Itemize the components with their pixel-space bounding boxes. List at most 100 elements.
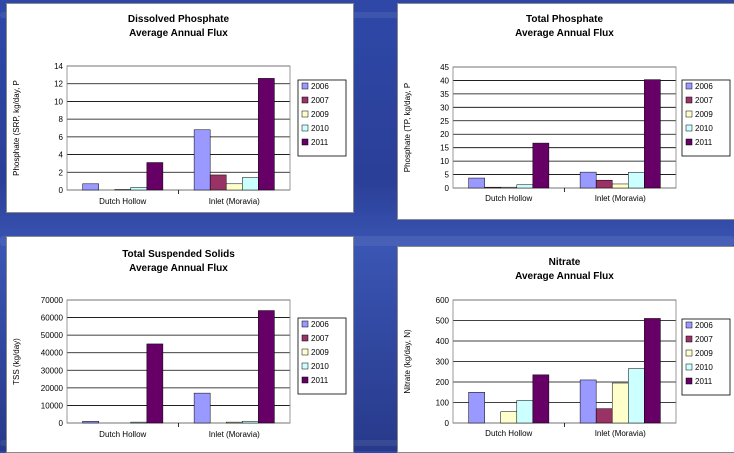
bar-2010 bbox=[131, 422, 147, 423]
legend-entry: 2011 bbox=[311, 138, 329, 147]
y-tick-label: 10 bbox=[54, 97, 63, 106]
y-tick-label: 100 bbox=[436, 399, 450, 408]
y-tick-label: 30000 bbox=[41, 366, 64, 375]
bar-2009 bbox=[501, 412, 517, 423]
chart-svg: Total Suspended Solids Average Annual Flu… bbox=[7, 237, 353, 452]
legend-entry: 2007 bbox=[695, 335, 713, 344]
chart-title: Total Phosphate bbox=[526, 14, 603, 25]
legend-swatch bbox=[686, 83, 692, 89]
legend-entry: 2011 bbox=[695, 377, 713, 386]
y-axis-label: Phosphate (SRP, kg/day, P bbox=[12, 80, 21, 176]
bar-2010 bbox=[628, 172, 644, 188]
y-tick-label: 40000 bbox=[41, 349, 64, 358]
y-axis-label: Phosphate (TP, kg/day, P bbox=[403, 83, 412, 173]
chart-total-suspended-solids: Total Suspended Solids Average Annual Flu… bbox=[6, 236, 354, 453]
legend-entry: 2009 bbox=[695, 110, 713, 119]
y-tick-label: 14 bbox=[54, 62, 63, 71]
y-tick-label: 8 bbox=[59, 115, 64, 124]
x-category-label: Dutch Hollow bbox=[485, 194, 532, 203]
legend-swatch bbox=[302, 349, 308, 355]
legend-entry: 2011 bbox=[695, 138, 713, 147]
x-category-label: Dutch Hollow bbox=[99, 197, 146, 206]
legend-swatch bbox=[686, 350, 692, 356]
bar-2010 bbox=[628, 369, 644, 423]
y-tick-label: 2 bbox=[59, 168, 64, 177]
legend-swatch bbox=[302, 321, 308, 327]
y-tick-label: 35 bbox=[440, 90, 449, 99]
legend-swatch bbox=[302, 97, 308, 103]
x-category-label: Inlet (Moravia) bbox=[209, 430, 260, 439]
bar-2010 bbox=[242, 178, 258, 190]
y-tick-label: 10000 bbox=[41, 401, 64, 410]
chart-title: Average Annual Flux bbox=[129, 263, 228, 274]
bar-2006 bbox=[194, 130, 210, 190]
legend-entry: 2009 bbox=[311, 348, 329, 357]
bar-2011 bbox=[533, 375, 549, 423]
y-tick-label: 500 bbox=[436, 317, 450, 326]
bar-2011 bbox=[147, 163, 163, 190]
legend-swatch bbox=[302, 125, 308, 131]
y-tick-label: 200 bbox=[436, 378, 450, 387]
bar-2006 bbox=[194, 393, 210, 423]
bar-2009 bbox=[226, 422, 242, 423]
bar-2006 bbox=[83, 184, 99, 190]
legend-entry: 2006 bbox=[695, 82, 713, 91]
bar-2007 bbox=[210, 175, 226, 190]
bar-2006 bbox=[580, 172, 596, 188]
bar-2010 bbox=[517, 185, 533, 188]
bar-2006 bbox=[83, 421, 99, 423]
bar-2006 bbox=[580, 380, 596, 423]
y-tick-label: 600 bbox=[436, 296, 450, 305]
chart-title: Total Suspended Solids bbox=[122, 249, 235, 260]
bar-2011 bbox=[533, 143, 549, 188]
y-axis-label: Nitrate (kg/day, N) bbox=[403, 329, 412, 394]
legend-entry: 2007 bbox=[311, 96, 329, 105]
chart-title: Average Annual Flux bbox=[515, 271, 614, 282]
legend-swatch bbox=[302, 111, 308, 117]
y-tick-label: 40 bbox=[440, 76, 449, 85]
x-category-label: Dutch Hollow bbox=[99, 430, 146, 439]
y-tick-label: 15 bbox=[440, 144, 449, 153]
plot-area bbox=[67, 66, 290, 190]
y-tick-label: 0 bbox=[59, 186, 64, 195]
legend-swatch bbox=[686, 97, 692, 103]
plot-area bbox=[453, 67, 676, 188]
y-tick-label: 300 bbox=[436, 358, 450, 367]
bar-2006 bbox=[469, 392, 485, 423]
y-tick-label: 400 bbox=[436, 337, 450, 346]
bar-2007 bbox=[485, 187, 501, 188]
legend-entry: 2006 bbox=[695, 321, 713, 330]
bar-2009 bbox=[226, 184, 242, 190]
legend-entry: 2010 bbox=[311, 124, 329, 133]
legend-entry: 2006 bbox=[311, 82, 329, 91]
bar-2009 bbox=[501, 187, 517, 188]
chart-title: Dissolved Phosphate bbox=[128, 14, 230, 25]
legend-swatch bbox=[686, 322, 692, 328]
legend-entry: 2006 bbox=[311, 320, 329, 329]
legend-swatch bbox=[686, 125, 692, 131]
legend-swatch bbox=[686, 364, 692, 370]
legend-swatch bbox=[686, 111, 692, 117]
bar-2010 bbox=[242, 421, 258, 423]
y-tick-label: 50000 bbox=[41, 331, 64, 340]
y-tick-label: 45 bbox=[440, 63, 449, 72]
x-category-label: Inlet (Moravia) bbox=[595, 194, 646, 203]
legend-swatch bbox=[686, 378, 692, 384]
bar-2009 bbox=[612, 383, 628, 423]
legend-swatch bbox=[686, 139, 692, 145]
y-tick-label: 70000 bbox=[41, 296, 64, 305]
legend-entry: 2010 bbox=[695, 124, 713, 133]
legend-swatch bbox=[302, 83, 308, 89]
bar-2011 bbox=[644, 80, 660, 188]
bar-2006 bbox=[469, 178, 485, 188]
x-category-label: Inlet (Moravia) bbox=[209, 197, 260, 206]
bar-2007 bbox=[596, 180, 612, 188]
bar-2011 bbox=[258, 311, 274, 423]
legend-swatch bbox=[302, 139, 308, 145]
legend-entry: 2007 bbox=[311, 334, 329, 343]
